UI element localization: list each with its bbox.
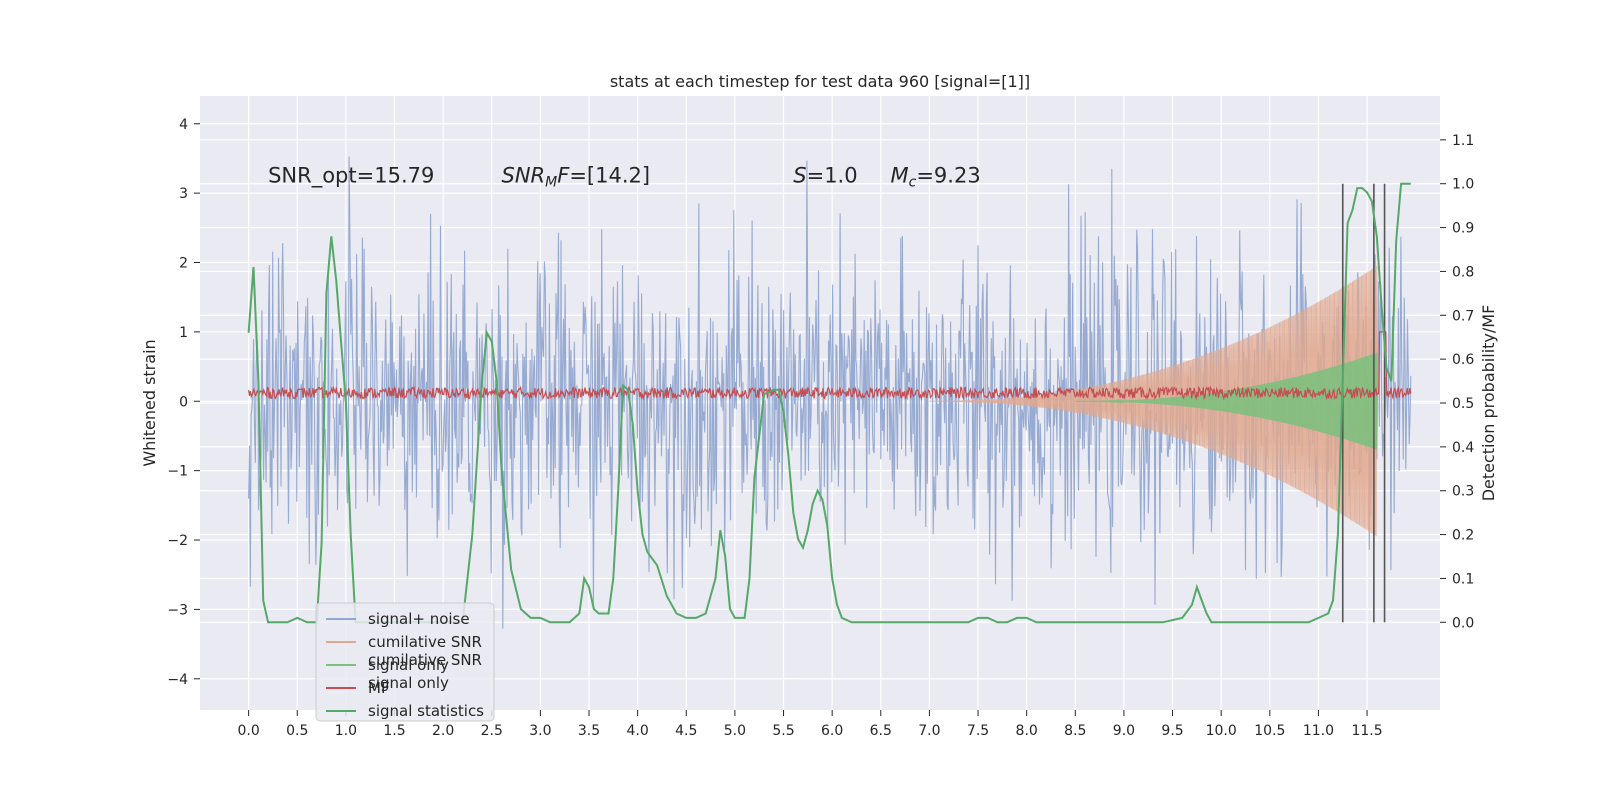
grid-layer bbox=[200, 96, 1440, 710]
y2-tick-label: 0.7 bbox=[1452, 308, 1474, 324]
y2-tick-label: 0.3 bbox=[1452, 484, 1474, 500]
legend-label: signal only bbox=[368, 656, 449, 674]
x-tick-label: 2.5 bbox=[481, 723, 503, 739]
x-tick-label: 11.5 bbox=[1351, 723, 1382, 739]
annotation-snr-opt: SNR_opt=15.79 bbox=[268, 164, 434, 189]
x-tick-label: 0.0 bbox=[237, 723, 259, 739]
x-tick-label: 10.0 bbox=[1206, 723, 1237, 739]
y-tick-label: −3 bbox=[167, 602, 188, 618]
stat-layer bbox=[247, 182, 1411, 624]
legend-label: signal statistics bbox=[368, 702, 484, 720]
x-tick-label: 9.5 bbox=[1161, 723, 1183, 739]
series-signal-statistics-line bbox=[247, 182, 1411, 624]
legend-ghost-label: signal only bbox=[368, 674, 449, 692]
legend-ghost-label: cumilative SNR bbox=[368, 651, 482, 669]
y2-tick-label: 0.1 bbox=[1452, 571, 1474, 587]
legend-box bbox=[315, 602, 495, 722]
x-tick-label: 5.0 bbox=[724, 723, 746, 739]
y2-tick-label: 0.2 bbox=[1452, 528, 1474, 544]
x-tick-label: 8.0 bbox=[1016, 723, 1038, 739]
axis-layer: 0.0 0.5 1.0 1.5 2.0 2.5 3.0 3.5 4.0 4.5 5.0 5.5 6.0 6… bbox=[167, 117, 1474, 739]
y2-tick-label: 0.0 bbox=[1452, 615, 1474, 631]
legend-label: signal+ noise bbox=[368, 610, 470, 628]
annotation-s: S=1.0 bbox=[793, 164, 857, 188]
x-tick-label: 10.5 bbox=[1254, 723, 1285, 739]
x-tick-label: 6.5 bbox=[870, 723, 892, 739]
y-tick-label: 1 bbox=[179, 325, 188, 341]
annotation-snr-mf: SNRMF=[14.2] bbox=[501, 164, 650, 191]
x-tick-label: 3.0 bbox=[529, 723, 551, 739]
x-tick-label: 4.0 bbox=[627, 723, 649, 739]
x-tick-label: 7.5 bbox=[967, 723, 989, 739]
y-tick-label: 0 bbox=[179, 394, 188, 410]
y2-tick-label: 0.9 bbox=[1452, 221, 1474, 237]
x-tick-label: 5.5 bbox=[772, 723, 794, 739]
x-tick-label: 11.0 bbox=[1303, 723, 1334, 739]
x-tick-label: 7.0 bbox=[918, 723, 940, 739]
y2-tick-label: 1.1 bbox=[1452, 133, 1474, 149]
x-tick-label: 4.5 bbox=[675, 723, 697, 739]
x-tick-label: 2.0 bbox=[432, 723, 454, 739]
y2-tick-label: 0.5 bbox=[1452, 396, 1474, 412]
y-tick-label: 3 bbox=[179, 186, 188, 202]
y2-tick-label: 0.8 bbox=[1452, 264, 1474, 280]
x-tick-label: 0.5 bbox=[286, 723, 308, 739]
x-tick-label: 3.5 bbox=[578, 723, 600, 739]
x-tick-label: 6.0 bbox=[821, 723, 843, 739]
y-tick-label: −1 bbox=[167, 464, 188, 480]
y-tick-label: −4 bbox=[167, 672, 188, 688]
x-tick-label: 9.0 bbox=[1113, 723, 1135, 739]
legend-label: MF bbox=[368, 679, 390, 697]
y-tick-label: −2 bbox=[167, 533, 188, 549]
y2-tick-label: 0.6 bbox=[1452, 352, 1474, 368]
series-layer bbox=[248, 156, 1412, 629]
series-signal-noise-line bbox=[248, 156, 1412, 629]
x-tick-label: 1.5 bbox=[383, 723, 405, 739]
legend-label: cumilative SNR bbox=[368, 633, 482, 651]
annotation-layer: SNR_opt=15.79 SNRMF=[14.2] S=1.0 Mc=9.23 bbox=[268, 164, 981, 191]
x-tick-label: 1.0 bbox=[335, 723, 357, 739]
y-axis-label: Whitened strain bbox=[140, 339, 159, 466]
y2-tick-label: 0.4 bbox=[1452, 440, 1474, 456]
y-tick-label: 4 bbox=[179, 117, 188, 133]
y-tick-label: 2 bbox=[179, 256, 188, 272]
x-tick-label: 8.5 bbox=[1064, 723, 1086, 739]
annotation-mc: Mc=9.23 bbox=[891, 164, 981, 191]
y2-axis-label: Detection probability/MF bbox=[1479, 305, 1498, 502]
series-mf-line bbox=[248, 331, 1412, 401]
series-signal-only-line bbox=[1075, 352, 1378, 450]
chart-title: stats at each timestep for test data 960… bbox=[610, 72, 1030, 91]
y2-tick-label: 1.0 bbox=[1452, 177, 1474, 193]
